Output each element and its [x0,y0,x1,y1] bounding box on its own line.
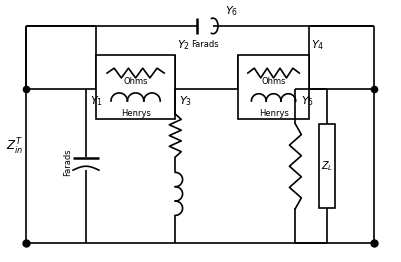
Text: $Y_5$: $Y_5$ [301,94,314,108]
Text: Henrys: Henrys [258,109,288,118]
Text: Henrys: Henrys [120,109,150,118]
Text: Ohms: Ohms [261,77,285,86]
Bar [318,124,334,209]
Bar [96,55,175,119]
Text: $Z_{in}^T$: $Z_{in}^T$ [6,137,23,157]
Text: $Y_2$: $Y_2$ [177,39,190,52]
Text: $Z_L$: $Z_L$ [320,159,332,173]
Text: $Y_4$: $Y_4$ [310,39,324,52]
Text: Farads: Farads [63,149,73,176]
Bar [237,55,308,119]
Text: Farads: Farads [191,40,219,49]
Text: Ohms: Ohms [123,77,148,86]
Text: $Y_3$: $Y_3$ [179,94,192,108]
Text: $Y_6$: $Y_6$ [225,4,237,18]
Text: $Y_1$: $Y_1$ [90,94,103,108]
